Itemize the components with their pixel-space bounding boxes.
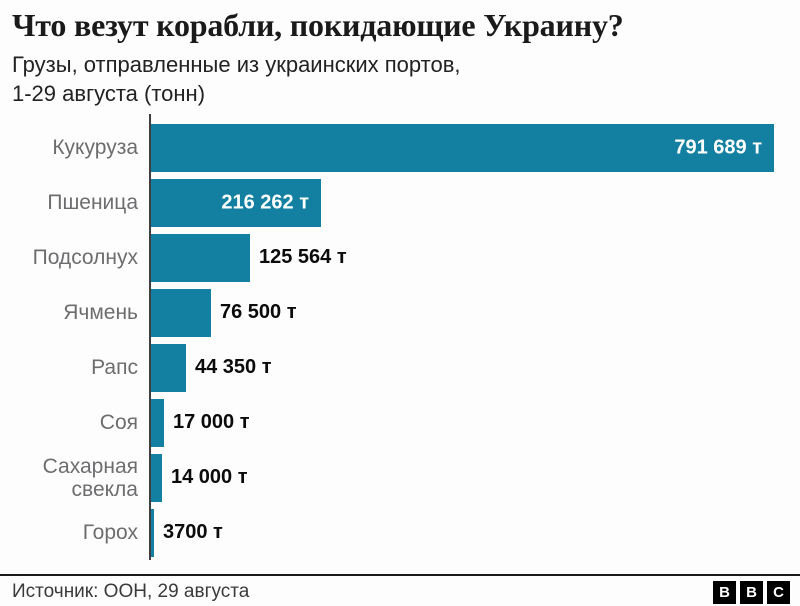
bar-track: 17 000 т bbox=[151, 398, 800, 447]
bbc-logo-letter: B bbox=[713, 580, 736, 604]
y-axis-line bbox=[149, 114, 151, 561]
chart-row: Соя 17 000 т bbox=[0, 395, 800, 450]
value-label: 791 689 т bbox=[674, 136, 762, 159]
value-label: 76 500 т bbox=[220, 301, 297, 324]
bbc-logo: B B C bbox=[713, 580, 790, 604]
bar-track: 125 564 т bbox=[151, 233, 800, 282]
chart-rows: Кукуруза 791 689 т Пшеница 216 262 т Под… bbox=[0, 114, 800, 560]
chart-row: Ячмень 76 500 т bbox=[0, 285, 800, 340]
chart-subtitle: Грузы, отправленные из украинских портов… bbox=[12, 51, 786, 108]
category-label: Сахарная свекла bbox=[42, 454, 138, 501]
bar-chart: Кукуруза 791 689 т Пшеница 216 262 т Под… bbox=[0, 114, 800, 564]
bar bbox=[151, 453, 162, 502]
bar bbox=[151, 288, 211, 337]
subtitle-line-1: Грузы, отправленные из украинских портов… bbox=[12, 52, 461, 78]
category-label: Рапс bbox=[91, 356, 138, 380]
chart-row: Сахарная свекла 14 000 т bbox=[0, 450, 800, 505]
bar-track: 3700 т bbox=[151, 508, 800, 557]
bar-track: 14 000 т bbox=[151, 453, 800, 502]
bar-track: 44 350 т bbox=[151, 343, 800, 392]
chart-row: Рапс 44 350 т bbox=[0, 340, 800, 395]
bar: 216 262 т bbox=[151, 178, 321, 227]
category-label: Ячмень bbox=[63, 301, 138, 325]
chart-row: Пшеница 216 262 т bbox=[0, 175, 800, 230]
value-label: 3700 т bbox=[163, 521, 223, 544]
bar bbox=[151, 398, 164, 447]
category-label: Горох bbox=[82, 521, 138, 545]
bbc-logo-letter: B bbox=[740, 580, 763, 604]
bar: 791 689 т bbox=[151, 123, 774, 172]
footer: Источник: ООН, 29 августа B B C bbox=[0, 574, 800, 606]
category-label: Пшеница bbox=[47, 191, 138, 215]
category-label: Соя bbox=[99, 411, 138, 435]
header: Что везут корабли, покидающие Украину? Г… bbox=[0, 0, 800, 108]
bbc-logo-letter: C bbox=[767, 580, 790, 604]
value-label: 17 000 т bbox=[173, 411, 250, 434]
subtitle-line-2: 1-29 августа (тонн) bbox=[12, 80, 206, 106]
bar-track: 216 262 т bbox=[151, 178, 800, 227]
chart-row: Горох 3700 т bbox=[0, 505, 800, 560]
value-label: 216 262 т bbox=[221, 191, 309, 214]
category-label: Подсолнух bbox=[32, 246, 138, 270]
chart-row: Кукуруза 791 689 т bbox=[0, 120, 800, 175]
bar bbox=[151, 343, 186, 392]
bar bbox=[151, 508, 154, 557]
chart-title: Что везут корабли, покидающие Украину? bbox=[12, 7, 624, 43]
bar-track: 791 689 т bbox=[151, 123, 800, 172]
value-label: 14 000 т bbox=[171, 466, 248, 489]
source-text: Источник: ООН, 29 августа bbox=[12, 581, 250, 602]
bar-track: 76 500 т bbox=[151, 288, 800, 337]
bar bbox=[151, 233, 250, 282]
value-label: 44 350 т bbox=[195, 356, 272, 379]
value-label: 125 564 т bbox=[259, 246, 347, 269]
chart-row: Подсолнух 125 564 т bbox=[0, 230, 800, 285]
category-label: Кукуруза bbox=[52, 136, 138, 160]
